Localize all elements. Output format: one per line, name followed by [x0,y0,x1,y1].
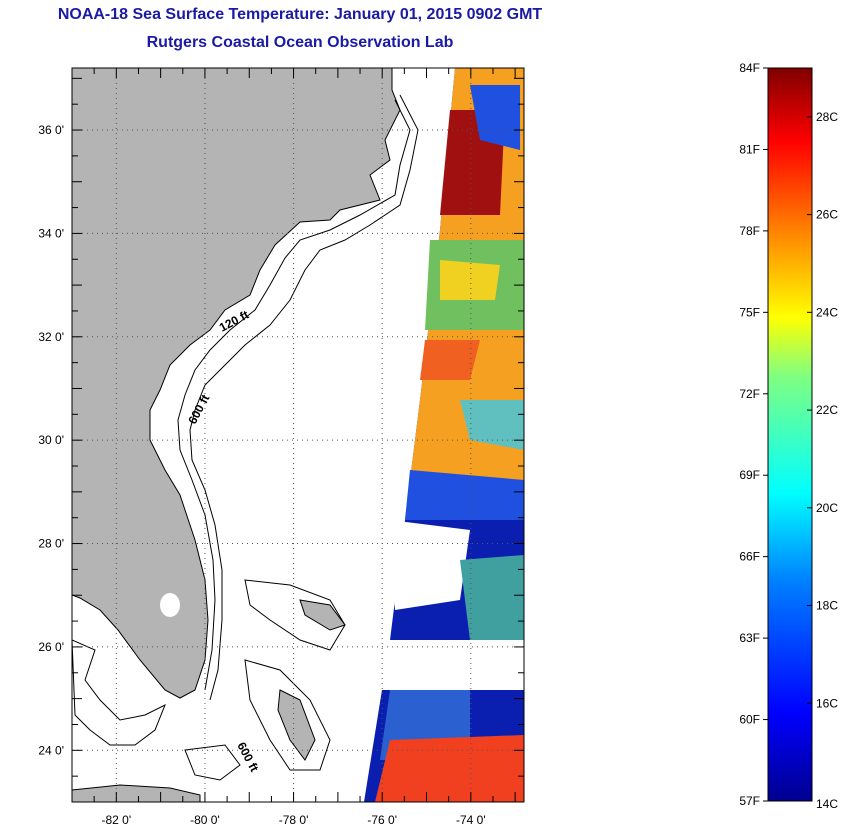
colorbar-f-label: 78F [739,224,760,238]
colorbar-f-label: 66F [739,550,760,564]
contour-label-600ft-north: 600 ft [185,392,212,426]
colorbar [767,67,813,802]
colorbar-c-label: 22C [816,403,838,417]
lat-label: 34 0' [38,226,64,240]
map-subtitle: Rutgers Coastal Ocean Observation Lab [146,34,454,51]
lon-label: -82 0' [101,813,131,827]
sst-swath [364,68,524,802]
lat-label: 36 0' [38,123,64,137]
lat-label: 32 0' [38,330,64,344]
contour-label-600ft-south: 600 ft [234,740,261,774]
lon-label: -78 0' [279,813,309,827]
colorbar-f-label: 84F [739,61,760,75]
longitude-labels: -82 0' -80 0' -78 0' -76 0' -74 0' [101,813,485,827]
lat-label: 24 0' [38,743,64,757]
lat-label: 28 0' [38,537,64,551]
colorbar-f-label: 75F [739,305,760,319]
contour-600ft [189,94,419,701]
colorbar-c-label: 18C [816,599,838,613]
colorbar-c-label: 24C [816,305,838,319]
colorbar-f-label: 81F [739,142,760,156]
colorbar-f-label: 63F [739,631,760,645]
colorbar-c-label: 20C [816,501,838,515]
cuba-coast [72,784,201,802]
colorbar-labels: 84F 81F 78F 75F 72F 69F 66F 63F 60F 57F 28C 26C 24C 2… [739,61,838,811]
latitude-labels: 36 0' 34 0' 32 0' 30 0' 28 0' 26 0' 24 0' [38,123,64,757]
map-title: NOAA-18 Sea Surface Temperature: January… [57,6,543,23]
map-gridlines [72,68,524,802]
andros-island [277,689,316,761]
lon-label: -74 0' [456,813,486,827]
contour-120ft [177,99,411,691]
map-ticks [71,68,524,803]
colorbar-f-label: 69F [739,468,760,482]
florida-shelf-contour [72,639,166,746]
lon-label: -76 0' [367,813,397,827]
colorbar-f-label: 57F [739,794,760,808]
lat-label: 30 0' [38,433,64,447]
cay-sal-bank [184,744,241,781]
colorbar-f-label: 72F [739,387,760,401]
colorbar-c-label: 28C [816,110,838,124]
abaco-island [299,599,346,631]
bahamas-bank-north [244,579,346,651]
lake-okeechobee [160,593,180,617]
colorbar-f-label: 60F [739,713,760,727]
land-mass [72,68,401,699]
lon-label: -80 0' [190,813,220,827]
map-frame [71,67,525,803]
colorbar-c-label: 26C [816,208,838,222]
colorbar-c-label: 16C [816,696,838,710]
colorbar-c-label: 14C [816,797,838,811]
lat-label: 26 0' [38,640,64,654]
